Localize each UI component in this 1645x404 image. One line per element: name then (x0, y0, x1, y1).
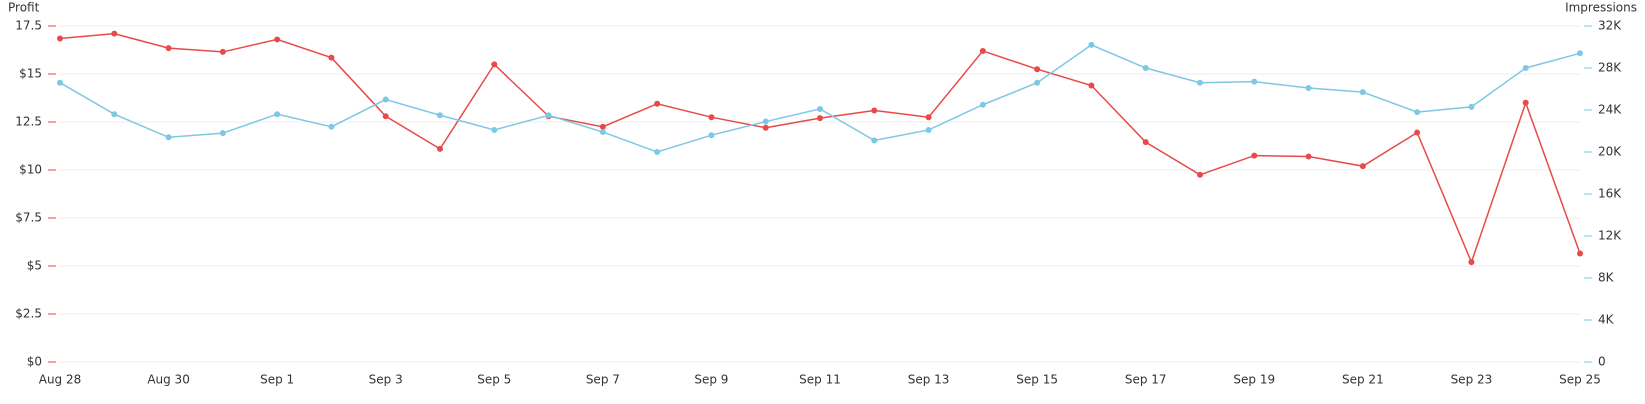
data-point (1522, 99, 1529, 106)
data-point (762, 124, 769, 131)
y-tick-label: $10 (19, 163, 42, 177)
data-point (1305, 84, 1312, 91)
data-point (1305, 153, 1312, 160)
data-point (1577, 50, 1583, 57)
y-tick-label: $2.5 (15, 307, 42, 321)
data-point (328, 54, 335, 61)
data-point (491, 61, 498, 68)
data-point (274, 36, 281, 43)
y2-tick-label: 0 (1598, 355, 1606, 369)
x-tick-label: Aug 30 (147, 373, 190, 387)
data-point (654, 100, 661, 107)
y-axis-title: Profit (8, 1, 40, 15)
data-point (57, 79, 63, 86)
data-point (817, 115, 823, 122)
y-tick-label: $7.5 (15, 211, 42, 225)
data-point (165, 45, 172, 52)
data-point (1577, 250, 1583, 257)
y2-tick-label: 20K (1598, 145, 1622, 159)
data-point (1359, 89, 1366, 96)
data-point (1034, 79, 1041, 86)
x-tick-label: Sep 25 (1559, 373, 1601, 387)
data-point (57, 35, 63, 42)
data-point (871, 107, 878, 114)
data-point (1522, 65, 1529, 71)
data-point (871, 137, 878, 144)
data-point (708, 132, 715, 139)
data-point (1197, 171, 1203, 178)
data-point (382, 113, 389, 120)
y2-tick-label: 16K (1598, 187, 1622, 201)
data-point (382, 96, 389, 103)
data-point (491, 126, 498, 133)
x-tick-label: Sep 19 (1233, 373, 1275, 387)
x-tick-label: Sep 23 (1451, 373, 1493, 387)
data-point (328, 123, 335, 130)
data-point (1088, 82, 1095, 89)
data-point (599, 129, 606, 136)
y2-tick-label: 32K (1598, 19, 1622, 33)
y2-axis-title: Impressions (1565, 1, 1637, 15)
data-point (111, 30, 118, 37)
data-point (165, 134, 172, 141)
data-point (1414, 129, 1421, 136)
data-point (219, 130, 226, 137)
data-point (1034, 66, 1041, 73)
y-tick-label: 12.5 (15, 115, 42, 129)
data-point (817, 105, 823, 112)
x-tick-label: Sep 7 (586, 373, 620, 387)
data-point (111, 111, 118, 118)
x-tick-label: Aug 28 (39, 373, 82, 387)
x-tick-label: Sep 9 (694, 373, 728, 387)
x-tick-label: Sep 21 (1342, 373, 1384, 387)
data-point (1142, 139, 1149, 146)
series-line (59, 32, 1581, 265)
data-point (1088, 41, 1095, 48)
y-tick-label: 17.5 (15, 19, 42, 33)
data-point (1468, 103, 1475, 110)
x-tick-label: Sep 17 (1125, 373, 1167, 387)
data-point (979, 101, 986, 108)
data-point (762, 118, 769, 125)
data-point (545, 112, 552, 119)
y2-tick-label: 8K (1598, 271, 1615, 285)
data-point (437, 112, 443, 119)
data-point (708, 114, 715, 121)
y2-tick-label: 12K (1598, 229, 1622, 243)
y2-tick-label: 28K (1598, 61, 1622, 75)
data-point (925, 126, 932, 133)
x-tick-label: Sep 1 (260, 373, 294, 387)
data-point (274, 111, 281, 118)
y-tick-label: $0 (27, 355, 42, 369)
y-tick-label: $15 (19, 67, 42, 81)
y2-tick-label: 4K (1598, 313, 1615, 327)
data-point (1251, 152, 1258, 159)
x-tick-label: Sep 13 (908, 373, 950, 387)
data-point (1414, 109, 1421, 116)
x-tick-label: Sep 11 (799, 373, 841, 387)
data-point (1468, 259, 1475, 266)
data-point (437, 145, 443, 152)
data-point (219, 48, 226, 55)
x-tick-label: Sep 15 (1016, 373, 1058, 387)
data-point (1359, 163, 1366, 170)
data-point (654, 149, 661, 155)
data-point (599, 123, 606, 130)
data-point (1197, 79, 1203, 86)
y-tick-label: $5 (27, 259, 42, 273)
data-point (979, 47, 986, 54)
data-point (925, 114, 932, 121)
data-point (1251, 78, 1258, 85)
data-point (1142, 65, 1149, 71)
y2-tick-label: 24K (1598, 103, 1622, 117)
series-line (59, 44, 1581, 153)
x-tick-label: Sep 3 (369, 373, 403, 387)
x-tick-label: Sep 5 (477, 373, 511, 387)
